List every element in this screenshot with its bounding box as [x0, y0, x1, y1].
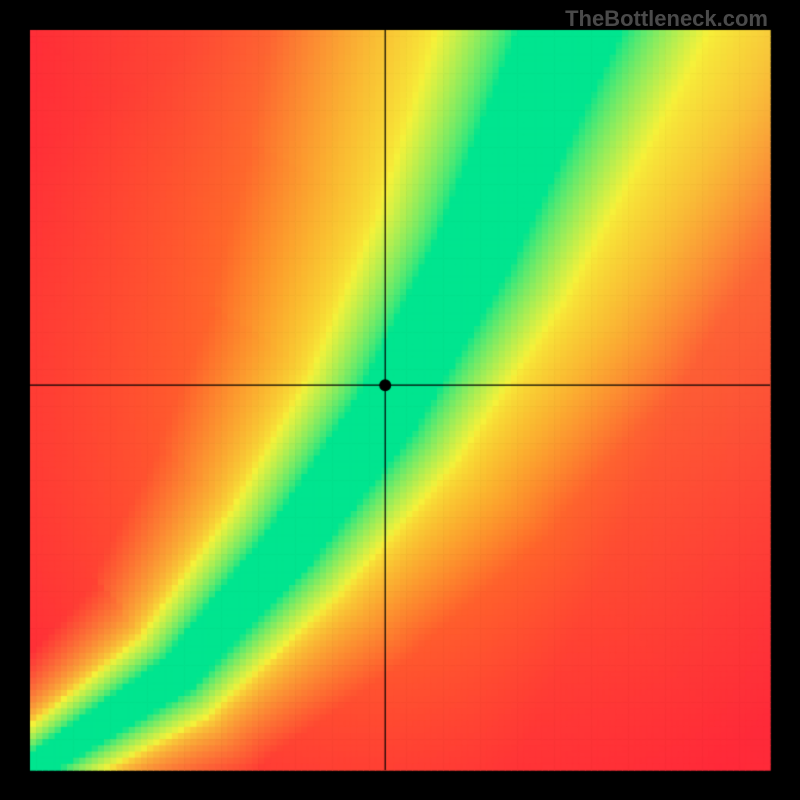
heatmap-canvas [0, 0, 800, 800]
chart-container: TheBottleneck.com [0, 0, 800, 800]
watermark-text: TheBottleneck.com [565, 6, 768, 32]
